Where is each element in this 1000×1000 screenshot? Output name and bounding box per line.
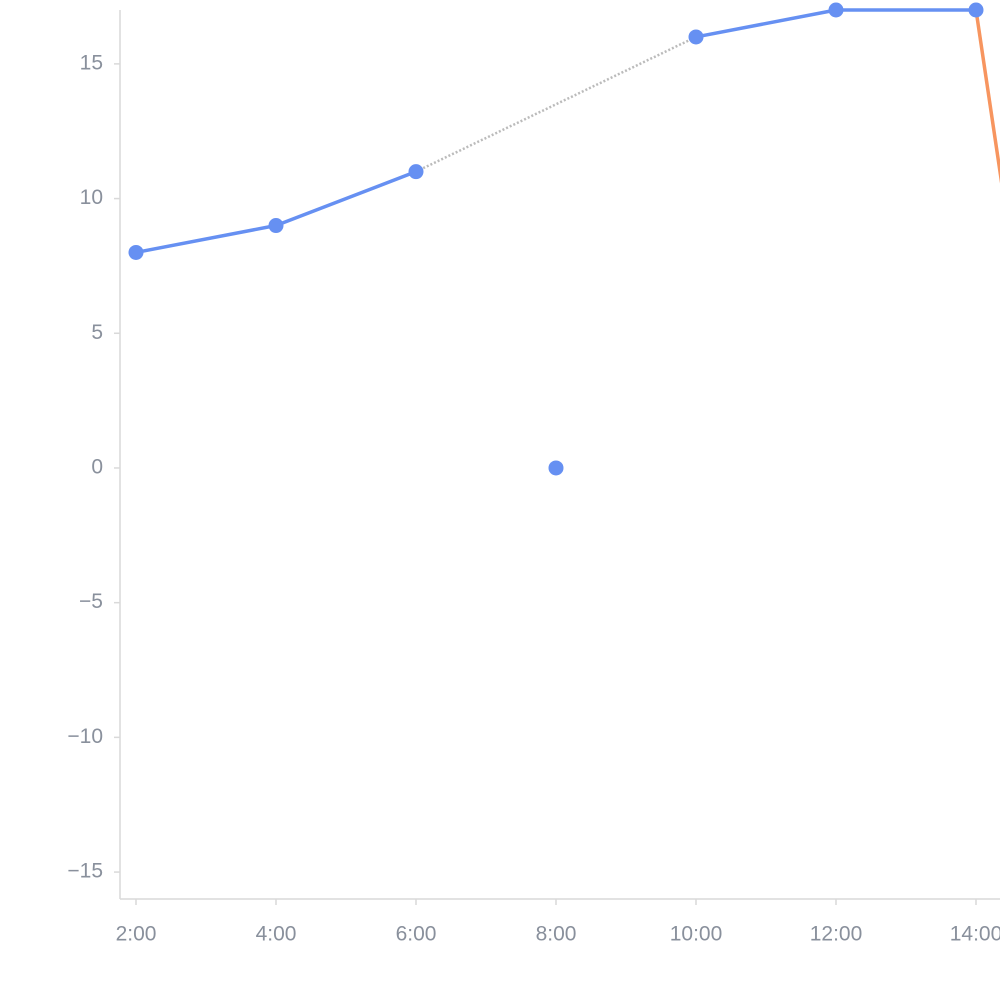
point bbox=[968, 2, 984, 18]
series-line bbox=[974, 9, 1000, 184]
x-tick-label: 8:00 bbox=[536, 923, 577, 946]
x-tick-label: 14:00 bbox=[950, 923, 1000, 946]
x-tick-label: 2:00 bbox=[116, 923, 157, 946]
point bbox=[548, 460, 564, 476]
y-tick-label: 0 bbox=[91, 456, 103, 479]
x-tick-label: 4:00 bbox=[256, 923, 297, 946]
series-line bbox=[135, 8, 976, 255]
y-tick-label: −10 bbox=[67, 725, 103, 748]
x-tick-label: 6:00 bbox=[396, 923, 437, 946]
y-tick-label: −15 bbox=[67, 860, 103, 883]
point bbox=[128, 244, 144, 260]
gap-connector bbox=[415, 35, 697, 173]
point bbox=[688, 29, 704, 45]
point bbox=[268, 218, 284, 234]
x-tick-label: 10:00 bbox=[670, 923, 723, 946]
x-tick-label: 12:00 bbox=[810, 923, 863, 946]
y-tick-label: 5 bbox=[91, 321, 103, 344]
point bbox=[408, 164, 424, 180]
y-tick-label: 10 bbox=[80, 186, 103, 209]
y-tick-label: −5 bbox=[79, 590, 103, 613]
point bbox=[828, 2, 844, 18]
y-tick-label: 15 bbox=[80, 51, 103, 74]
